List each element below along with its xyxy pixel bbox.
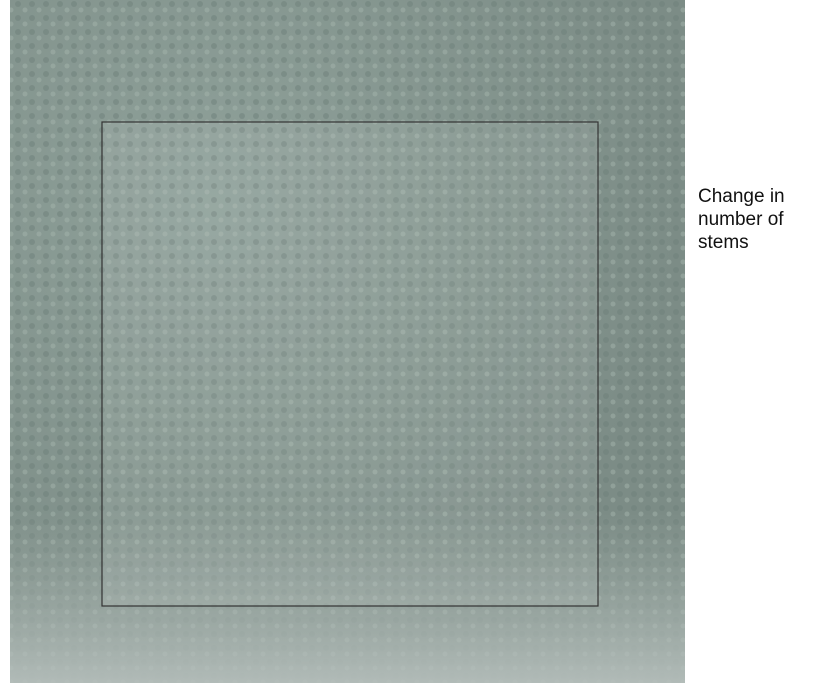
legend-title: Change in number of stems (698, 185, 823, 254)
plot-panel (102, 122, 598, 606)
chart (0, 0, 827, 683)
page: Change in number of stems (0, 0, 827, 683)
